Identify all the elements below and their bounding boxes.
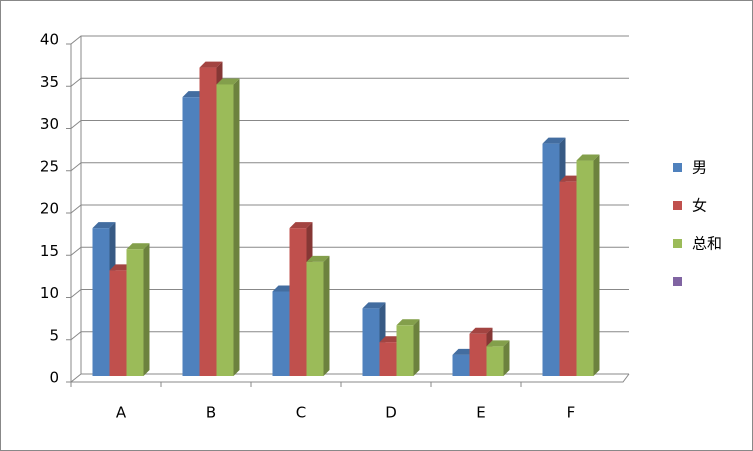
y-tick-label: 15 <box>40 242 59 260</box>
bar-face <box>469 327 493 334</box>
legend-label: 男 <box>692 159 707 177</box>
bar-face <box>486 340 510 347</box>
bar-face <box>542 143 560 376</box>
bar-face <box>289 228 307 376</box>
legend-swatch <box>673 277 682 286</box>
bar-face <box>576 160 594 376</box>
bar-face <box>92 222 116 229</box>
bar <box>396 319 420 376</box>
bar-face <box>199 61 223 68</box>
bar-face <box>182 97 200 377</box>
grid-line <box>70 120 629 129</box>
bar-face <box>576 154 600 161</box>
bar-face <box>126 243 150 250</box>
legend-swatch <box>673 239 682 248</box>
bar-face <box>143 243 150 376</box>
bar-face <box>362 308 380 376</box>
grid-line <box>70 246 629 256</box>
bar-face <box>306 255 330 262</box>
bar-face <box>542 137 566 144</box>
bar-face <box>216 78 240 85</box>
bar-face <box>559 181 577 376</box>
bar <box>486 340 510 376</box>
y-tick-label: 10 <box>40 284 59 302</box>
bar-face <box>593 154 600 376</box>
bar-face <box>413 319 420 376</box>
bar-face <box>503 340 510 376</box>
bar-face <box>469 327 493 334</box>
bar-face <box>323 255 330 376</box>
bar <box>576 154 600 376</box>
bar-face <box>362 302 386 309</box>
x-tick-label: F <box>567 404 576 422</box>
bar-face <box>379 342 397 376</box>
x-tick-label: D <box>385 404 397 422</box>
bar-face <box>306 261 324 376</box>
bar-face <box>92 228 110 376</box>
bar-face <box>126 243 150 250</box>
bar-face <box>503 340 510 376</box>
grid-line <box>70 35 629 45</box>
y-tick-label: 25 <box>40 157 59 175</box>
grid-line <box>70 289 629 298</box>
y-tick-label: 20 <box>40 200 59 218</box>
bar-face <box>452 354 470 376</box>
y-tick-label: 0 <box>49 369 59 387</box>
y-tick-label: 40 <box>40 31 59 49</box>
bar <box>216 78 240 376</box>
bar <box>126 243 150 376</box>
bar-face <box>216 84 234 376</box>
bar-face <box>413 319 420 376</box>
legend-label: 总和 <box>692 235 722 253</box>
bar-face <box>272 291 290 376</box>
bar-face <box>199 61 223 68</box>
y-tick-label: 5 <box>49 326 59 344</box>
bar <box>306 255 330 376</box>
bar-face <box>233 78 240 376</box>
bar-face <box>143 243 150 376</box>
bar-face <box>486 340 510 347</box>
bar-face <box>92 222 116 229</box>
bar-face <box>396 319 420 326</box>
bar-face <box>593 154 600 376</box>
bar-face <box>323 255 330 376</box>
floor-edge <box>71 373 630 383</box>
bar-face <box>289 222 313 229</box>
bar-face <box>216 78 240 85</box>
y-tick-label: 35 <box>40 73 59 91</box>
bar-face <box>109 270 127 376</box>
grid-line <box>70 77 629 87</box>
bar-face <box>233 78 240 376</box>
grid-line <box>70 162 629 172</box>
x-tick-label: A <box>116 404 127 422</box>
bar-face <box>126 249 144 376</box>
x-tick-label: E <box>476 404 485 422</box>
bar-face <box>486 346 504 376</box>
legend-label: 女 <box>692 197 707 215</box>
legend-swatch <box>673 201 682 210</box>
grid-line <box>70 373 629 383</box>
bar-face <box>362 302 386 309</box>
x-tick-label: B <box>206 404 216 422</box>
bar-face <box>396 319 420 326</box>
legend-swatch <box>673 163 682 172</box>
bar-face <box>576 154 600 161</box>
bar-face <box>396 325 414 376</box>
bar-face <box>542 137 566 144</box>
bar-face <box>199 67 217 376</box>
bar-face <box>306 255 330 262</box>
y-tick-label: 30 <box>40 115 59 133</box>
x-tick-label: C <box>296 404 306 422</box>
bar-face <box>469 333 487 376</box>
bar-face <box>289 222 313 229</box>
grid-line <box>70 204 629 214</box>
grid-line <box>70 331 629 341</box>
